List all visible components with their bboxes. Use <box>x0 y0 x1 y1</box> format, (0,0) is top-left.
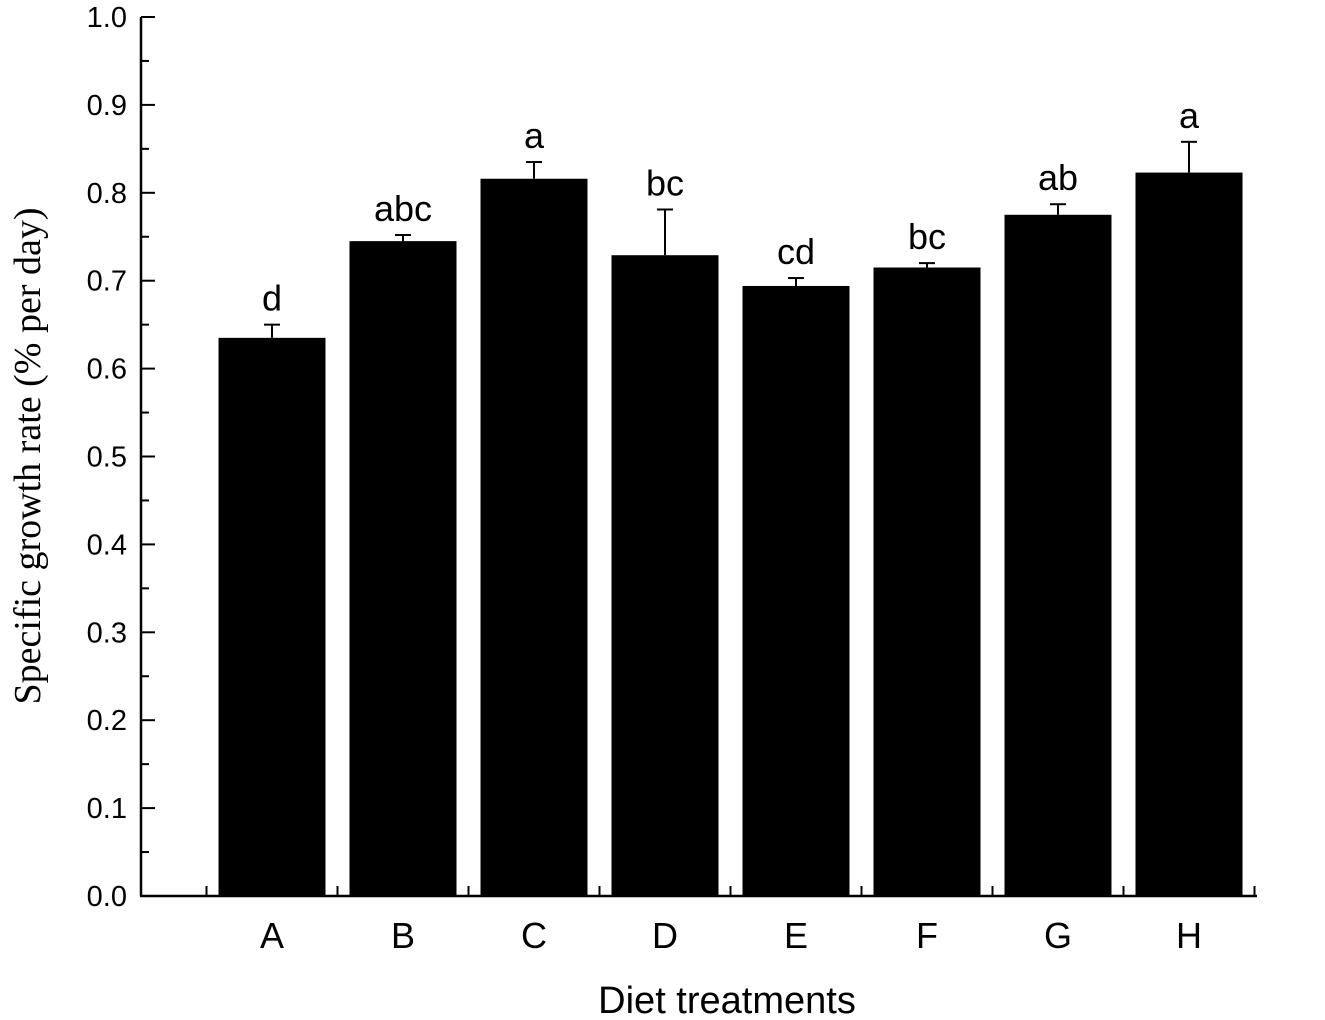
category-label-C: C <box>521 915 547 956</box>
y-axis-title: Specific growth rate (% per day) <box>7 208 49 705</box>
category-label-A: A <box>260 915 284 956</box>
y-tick-label: 1.0 <box>87 2 127 34</box>
significance-label-H: a <box>1179 95 1200 136</box>
y-tick-label: 0.5 <box>87 442 127 474</box>
bar-E <box>742 285 850 896</box>
category-label-H: H <box>1176 915 1202 956</box>
y-tick-label: 0.3 <box>87 617 127 649</box>
significance-label-D: bc <box>646 163 684 204</box>
significance-label-F: bc <box>908 216 946 257</box>
bar-D <box>611 255 719 897</box>
y-tick-label: 0.1 <box>87 793 127 825</box>
category-label-B: B <box>391 915 415 956</box>
bar-C <box>480 178 588 897</box>
category-label-D: D <box>652 915 678 956</box>
significance-label-C: a <box>524 115 545 156</box>
bar-H <box>1135 172 1243 896</box>
y-tick-label: 0.0 <box>87 881 127 913</box>
y-tick-label: 0.6 <box>87 354 127 386</box>
y-tick-label: 0.2 <box>87 705 127 737</box>
bars <box>218 172 1243 897</box>
category-label-E: E <box>784 915 808 956</box>
bar-A <box>218 337 326 897</box>
error-bars <box>264 140 1197 338</box>
significance-label-E: cd <box>777 231 815 272</box>
y-tick-label: 0.8 <box>87 178 127 210</box>
category-label-F: F <box>916 915 938 956</box>
y-tick-label: 0.9 <box>87 90 127 122</box>
significance-label-A: d <box>262 278 282 319</box>
category-labels: A B C D E F G H <box>260 915 1202 956</box>
bar-F <box>873 267 981 896</box>
category-label-G: G <box>1044 915 1072 956</box>
significance-label-G: ab <box>1038 157 1078 198</box>
bar-G <box>1004 214 1112 896</box>
y-tick-label: 0.4 <box>87 529 127 561</box>
bar-B <box>349 241 457 896</box>
y-axis-ticks: 0.0 0.1 0.2 0.3 0.4 0.5 0.6 0.7 0.8 0.9 1.0 <box>87 2 155 913</box>
significance-label-B: abc <box>374 188 432 229</box>
y-tick-label: 0.7 <box>87 266 127 298</box>
x-axis-title: Diet treatments <box>598 980 856 1020</box>
